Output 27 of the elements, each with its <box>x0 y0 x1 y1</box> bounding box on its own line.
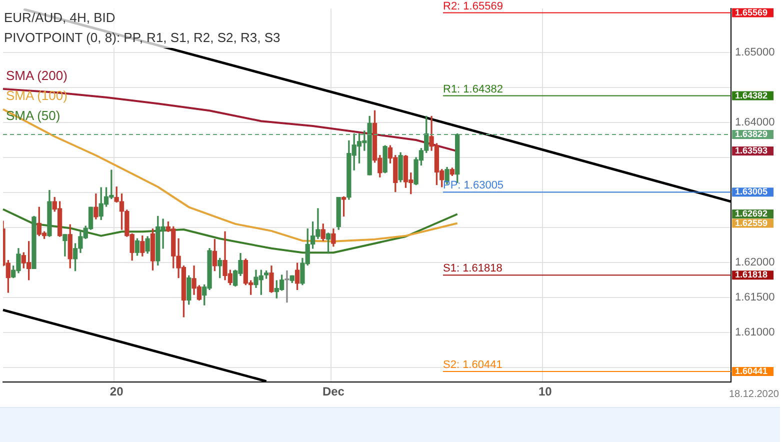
y-tick-label: 1.64000 <box>735 116 775 129</box>
y-tick-label: 1.65000 <box>735 46 775 59</box>
chart-title: EUR/AUD, 4H, BID <box>4 9 116 27</box>
ref-line-label: R1: 1.64382 <box>443 83 503 96</box>
x-tick-label: 10 <box>538 384 552 399</box>
y-tick-label: 1.62559 <box>735 218 768 228</box>
series-label: SMA (200) <box>5 67 68 85</box>
y-tick-label: 1.60441 <box>735 366 768 376</box>
y-tick-label: 1.63593 <box>735 145 768 156</box>
text: PIVOTPOINT (0, 8): PP, R1, S1, R2, S2, R3, S3 <box>4 29 280 47</box>
x-tick-label: Dec <box>322 384 345 399</box>
y-tick-label: 1.62000 <box>735 256 775 268</box>
x-tick-label: 20 <box>110 384 124 399</box>
ref-line-label: PP: 1.63005 <box>443 180 504 192</box>
y-tick-label: 1.61818 <box>735 270 768 280</box>
y-tick-label: 1.64382 <box>735 90 768 100</box>
y-tick-label: 1.61000 <box>735 326 775 338</box>
y-tick-label: 1.63829 <box>735 128 768 139</box>
y-tick-label: 1.62692 <box>735 208 768 218</box>
y-tick-label: 1.61500 <box>735 291 775 304</box>
y-tick-label: 1.65569 <box>735 7 768 18</box>
text: 18.12.2020 <box>728 388 780 400</box>
ref-line-label: S2: 1.60441 <box>443 358 502 371</box>
y-tick-label: 1.63005 <box>735 186 768 197</box>
ref-line-label: R2: 1.65569 <box>443 0 503 12</box>
candlestick <box>284 270 290 303</box>
ref-line-label: S1: 1.61818 <box>443 262 502 275</box>
